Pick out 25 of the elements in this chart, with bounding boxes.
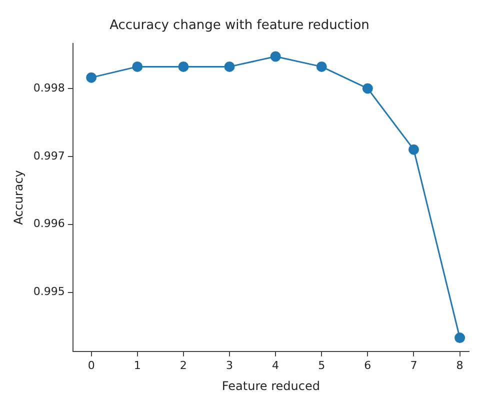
x-axis-title: Feature reduced <box>222 378 320 393</box>
x-tick-label: 6 <box>364 358 372 372</box>
chart-title: Accuracy change with feature reduction <box>110 18 370 34</box>
point <box>362 83 373 94</box>
x-tick-label: 5 <box>318 358 326 372</box>
x-tick-label: 8 <box>456 358 464 372</box>
x-tick-label: 7 <box>410 358 418 372</box>
point <box>86 72 97 83</box>
x-tick-label: 3 <box>226 358 233 372</box>
y-tick-label: 0.996 <box>33 217 65 230</box>
point <box>316 61 327 72</box>
point <box>454 332 466 344</box>
point <box>224 61 235 72</box>
point <box>270 51 281 62</box>
x-tick-label: 2 <box>180 358 187 372</box>
x-tick-label: 0 <box>88 358 95 372</box>
y-axis-title: Accuracy <box>11 170 26 225</box>
y-tick-label: 0.997 <box>33 149 65 162</box>
y-tick-label: 0.995 <box>33 285 65 298</box>
point <box>178 61 189 72</box>
y-tick-label: 0.998 <box>33 81 65 94</box>
point <box>132 61 143 72</box>
x-tick-label: 4 <box>272 358 280 372</box>
point <box>408 144 419 155</box>
x-tick-label: 1 <box>134 358 141 372</box>
